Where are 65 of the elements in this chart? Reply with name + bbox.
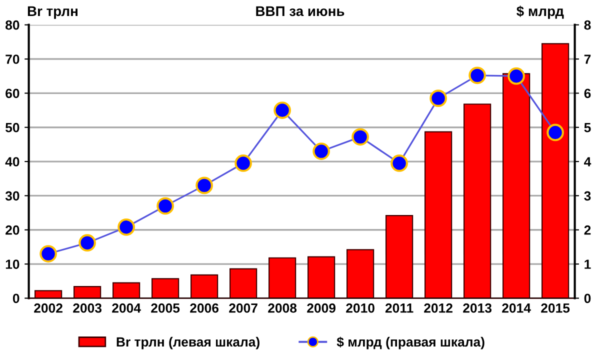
- y-tick-label: 40: [5, 157, 20, 166]
- x-tick-label: 2009: [307, 303, 336, 313]
- point: [468, 66, 486, 84]
- bar: [268, 257, 296, 298]
- x-tick-label: 2014: [502, 303, 531, 313]
- point: [546, 124, 564, 142]
- y-tick-label: 30: [5, 191, 20, 201]
- x-tick-label: 2011: [385, 303, 414, 313]
- y2-tick-label: 1: [584, 260, 591, 269]
- y-tick-label: 0: [12, 294, 20, 304]
- chart-title: ВВП за июнь: [256, 6, 344, 16]
- legend-label: $ млрд (правая шкала): [336, 336, 484, 350]
- x-tick-label: 2010: [346, 303, 374, 313]
- x-tick-label: 2006: [190, 303, 218, 313]
- y2-axis-title: $ млрд: [516, 6, 564, 19]
- y2-tick-label: 2: [584, 225, 591, 235]
- y2-tick-label: 7: [584, 54, 591, 64]
- x-tick-label: 2002: [34, 303, 62, 313]
- bar: [190, 274, 218, 298]
- point: [274, 102, 291, 119]
- bar: [541, 43, 570, 298]
- bar: [307, 256, 336, 298]
- x-tick-label: 2015: [541, 303, 570, 313]
- x-tick-label: 2007: [229, 303, 258, 313]
- x-tick-label: 2008: [268, 303, 297, 313]
- bar: [424, 131, 452, 298]
- point: [234, 154, 252, 172]
- point: [312, 142, 330, 160]
- bar: [73, 286, 102, 298]
- y-tick-label: 70: [6, 54, 20, 64]
- bar: [463, 104, 492, 298]
- bar: [385, 214, 414, 298]
- bar: [112, 282, 140, 298]
- bar: [34, 290, 62, 298]
- point: [118, 218, 135, 236]
- bar: [151, 278, 180, 298]
- y-tick-label: 20: [6, 225, 20, 235]
- point: [78, 234, 96, 252]
- y-axis-title: Br трлн: [28, 6, 78, 19]
- y2-tick-label: 4: [584, 157, 592, 166]
- legend-label: Br трлн (левая шкала): [116, 336, 260, 350]
- y2-tick-label: 5: [584, 123, 591, 132]
- y2-tick-label: 0: [584, 294, 591, 304]
- x-tick-label: 2003: [73, 303, 102, 313]
- y2-tick-label: 6: [584, 88, 591, 98]
- point: [156, 197, 174, 215]
- point: [352, 128, 369, 146]
- x-tick-label: 2004: [112, 303, 141, 313]
- point: [40, 245, 57, 262]
- point: [196, 176, 213, 194]
- x-tick-label: 2013: [463, 303, 492, 313]
- point: [430, 90, 447, 107]
- bar: [229, 268, 258, 298]
- bar: [346, 249, 374, 298]
- y-tick-label: 80: [6, 20, 20, 30]
- y2-tick-label: 3: [584, 191, 591, 201]
- bar: [502, 73, 530, 298]
- point: [390, 154, 408, 172]
- y-tick-label: 60: [6, 88, 20, 98]
- y2-tick-label: 8: [584, 20, 591, 30]
- x-tick-label: 2005: [151, 303, 180, 313]
- y-tick-label: 10: [6, 260, 20, 269]
- x-tick-label: 2012: [424, 303, 452, 313]
- point: [508, 67, 525, 85]
- y-tick-label: 50: [6, 122, 20, 132]
